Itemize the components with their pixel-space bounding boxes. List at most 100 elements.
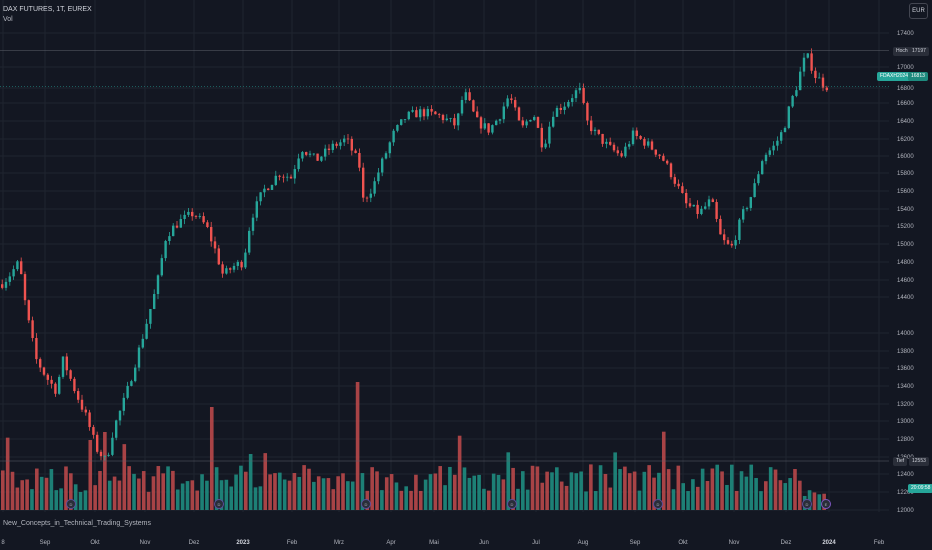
candle-body	[73, 378, 76, 392]
candle-body	[529, 119, 532, 122]
volume-bar	[477, 474, 481, 510]
candle-body	[175, 225, 179, 228]
candle-body	[236, 261, 239, 266]
candle-body	[688, 203, 692, 207]
candle-body	[460, 99, 464, 114]
price-tick-label: 17000	[897, 65, 914, 71]
volume-bar	[768, 467, 773, 510]
volume-bar	[487, 490, 491, 510]
candle-body	[20, 261, 23, 275]
candle-body	[327, 148, 331, 150]
candle-body	[263, 188, 266, 193]
price-tick-label: 13800	[897, 349, 914, 355]
candle-body	[711, 199, 714, 203]
volume-bar	[603, 474, 608, 510]
candle-body	[780, 132, 783, 141]
candle-body	[726, 240, 730, 244]
strategy-label[interactable]: New_Concepts_in_Technical_Trading_System…	[3, 520, 151, 527]
candle-body	[624, 146, 627, 157]
candle-body	[719, 218, 722, 235]
volume-bar	[244, 471, 248, 510]
candle-body	[354, 150, 357, 153]
volume-bar	[253, 487, 258, 510]
volume-bar	[482, 488, 486, 510]
candle-body	[141, 338, 144, 348]
dividend-marker-label: D	[70, 502, 73, 507]
candle-body	[567, 101, 570, 107]
candle-body	[145, 323, 148, 339]
volume-bar	[506, 452, 511, 510]
price-tick-label: 12000	[897, 508, 914, 514]
candle-body	[126, 385, 129, 398]
candle-body	[350, 138, 353, 151]
volume-bar	[209, 407, 214, 510]
volume-bar	[25, 479, 29, 510]
volume-bar	[73, 484, 78, 510]
volume-bar	[302, 465, 306, 510]
volume-bar	[608, 487, 613, 510]
volume-bar	[83, 490, 88, 510]
volume-bar	[695, 486, 700, 510]
candle-body	[8, 276, 11, 282]
volume-bar	[93, 485, 97, 510]
volume-bar	[671, 489, 676, 510]
volume-bar	[686, 491, 690, 510]
candle-body	[510, 98, 513, 101]
volume-bar	[452, 474, 457, 510]
candle-body	[685, 192, 688, 204]
candle-body	[137, 347, 141, 368]
volume-bar	[341, 473, 345, 510]
candle-body	[339, 142, 342, 146]
candle-body	[54, 383, 57, 394]
volume-bar	[715, 464, 720, 510]
candle-body	[502, 106, 505, 120]
candle-body	[1, 284, 4, 288]
dividend-marker-label: D	[365, 502, 368, 507]
candle-body	[130, 381, 133, 386]
candle-body	[289, 176, 293, 179]
price-tick-label: 16800	[897, 86, 914, 92]
candle-body	[555, 107, 559, 117]
price-tick-label: 15000	[897, 242, 914, 248]
candle-body	[700, 208, 703, 215]
volume-bar	[817, 494, 822, 510]
volume-bar	[540, 482, 545, 510]
candle-body	[373, 181, 376, 194]
volume-bar	[710, 468, 715, 510]
dividend-marker	[507, 499, 517, 509]
volume-bar	[219, 480, 224, 510]
volume-bar	[98, 470, 102, 510]
volume-bar	[433, 473, 438, 510]
candle-body	[282, 176, 285, 178]
candle-body	[574, 90, 578, 99]
candle-body	[612, 144, 616, 151]
candle-body	[810, 53, 813, 71]
volume-bar	[754, 478, 758, 510]
dividend-marker	[214, 499, 224, 509]
candle-body	[259, 192, 262, 202]
volume-bar	[676, 465, 681, 510]
candle-body	[548, 126, 551, 144]
volume-bar	[282, 479, 287, 510]
volume-bar	[171, 470, 175, 510]
currency-button[interactable]: EUR	[909, 3, 928, 19]
symbol-title[interactable]: DAX FUTURES, 1T, EUREX	[3, 6, 92, 13]
time-tick-label: Okt	[678, 540, 688, 546]
volume-bar	[462, 467, 467, 510]
volume-bar	[185, 481, 190, 510]
volume-bar	[720, 471, 724, 510]
candle-body	[65, 356, 68, 371]
price-tick-label: 13200	[897, 402, 914, 408]
candle-body	[734, 240, 737, 246]
volume-bar	[457, 435, 462, 510]
volume-bar	[166, 466, 170, 510]
candle-body	[628, 144, 631, 147]
candle-body	[400, 119, 403, 125]
candle-body	[738, 219, 741, 241]
volume-indicator-label[interactable]: Vol	[3, 16, 13, 23]
candle-body	[422, 109, 426, 117]
price-tick-label: 16200	[897, 137, 914, 143]
candle-body	[818, 77, 821, 79]
